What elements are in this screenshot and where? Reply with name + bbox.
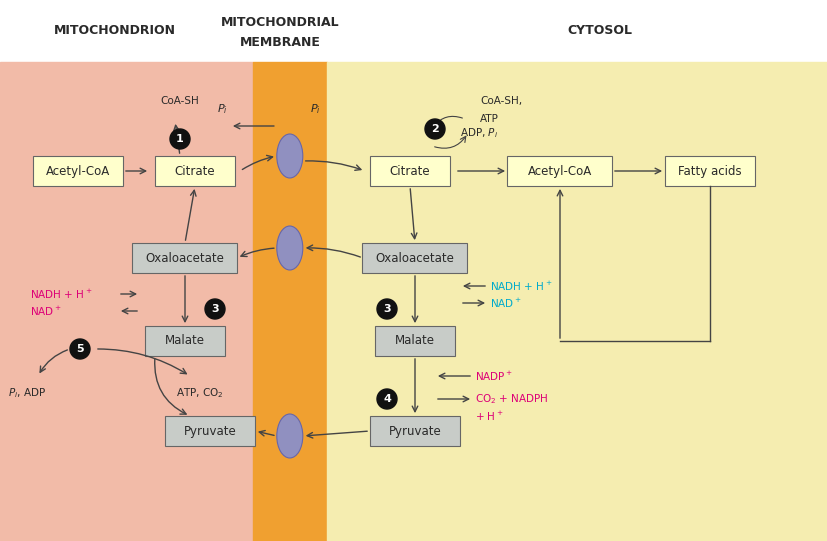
Text: Oxaloacetate: Oxaloacetate [146,252,224,265]
FancyBboxPatch shape [155,156,235,186]
Circle shape [205,299,225,319]
Bar [0,0,827,62]
Text: Pyruvate: Pyruvate [388,425,441,438]
Bar [252,62,327,541]
Text: NAD$^+$: NAD$^+$ [490,296,521,309]
Circle shape [170,129,189,149]
Text: NADP$^+$: NADP$^+$ [475,370,513,382]
FancyBboxPatch shape [362,243,467,273]
FancyBboxPatch shape [664,156,754,186]
Text: Malate: Malate [394,334,434,347]
Text: $P_i$, ADP: $P_i$, ADP [8,386,46,400]
Text: CYTOSOL: CYTOSOL [566,23,632,36]
Text: ATP: ATP [480,114,499,124]
FancyBboxPatch shape [375,326,455,356]
Text: $P_i$: $P_i$ [217,102,227,116]
Bar [0,62,252,541]
Text: Acetyl-CoA: Acetyl-CoA [528,164,591,177]
Ellipse shape [276,226,303,270]
Text: NADH + H$^+$: NADH + H$^+$ [30,287,93,301]
Text: ATP, CO$_2$: ATP, CO$_2$ [176,386,223,400]
Bar [327,62,827,541]
FancyBboxPatch shape [370,156,449,186]
Text: Citrate: Citrate [390,164,430,177]
Text: NADH + H$^+$: NADH + H$^+$ [490,280,552,293]
FancyBboxPatch shape [370,416,460,446]
Text: Pyruvate: Pyruvate [184,425,236,438]
Text: MITOCHONDRIAL: MITOCHONDRIAL [221,16,339,29]
Text: 4: 4 [383,394,390,404]
Text: MITOCHONDRION: MITOCHONDRION [54,23,176,36]
Text: NAD$^+$: NAD$^+$ [30,305,62,318]
Text: 5: 5 [76,344,84,354]
Circle shape [376,389,396,409]
Text: MEMBRANE: MEMBRANE [239,36,320,49]
FancyBboxPatch shape [33,156,123,186]
Text: $P_i$: $P_i$ [309,102,320,116]
Text: Citrate: Citrate [174,164,215,177]
Text: 3: 3 [211,304,218,314]
Text: 1: 1 [176,134,184,144]
Circle shape [424,119,444,139]
FancyBboxPatch shape [132,243,237,273]
Ellipse shape [276,134,303,178]
Ellipse shape [276,414,303,458]
Text: 2: 2 [431,124,438,134]
Text: Fatty acids: Fatty acids [677,164,741,177]
Text: Malate: Malate [165,334,205,347]
FancyBboxPatch shape [145,326,225,356]
Text: + H$^+$: + H$^+$ [475,410,503,423]
Text: Acetyl-CoA: Acetyl-CoA [45,164,110,177]
Text: CO$_2$ + NADPH: CO$_2$ + NADPH [475,392,548,406]
Text: Oxaloacetate: Oxaloacetate [375,252,454,265]
Text: 3: 3 [383,304,390,314]
Text: ADP, $P_i$: ADP, $P_i$ [460,126,498,140]
FancyBboxPatch shape [507,156,612,186]
Text: CoA-SH,: CoA-SH, [480,96,522,106]
Circle shape [376,299,396,319]
FancyBboxPatch shape [165,416,255,446]
Circle shape [70,339,90,359]
Text: CoA-SH: CoA-SH [160,96,199,106]
